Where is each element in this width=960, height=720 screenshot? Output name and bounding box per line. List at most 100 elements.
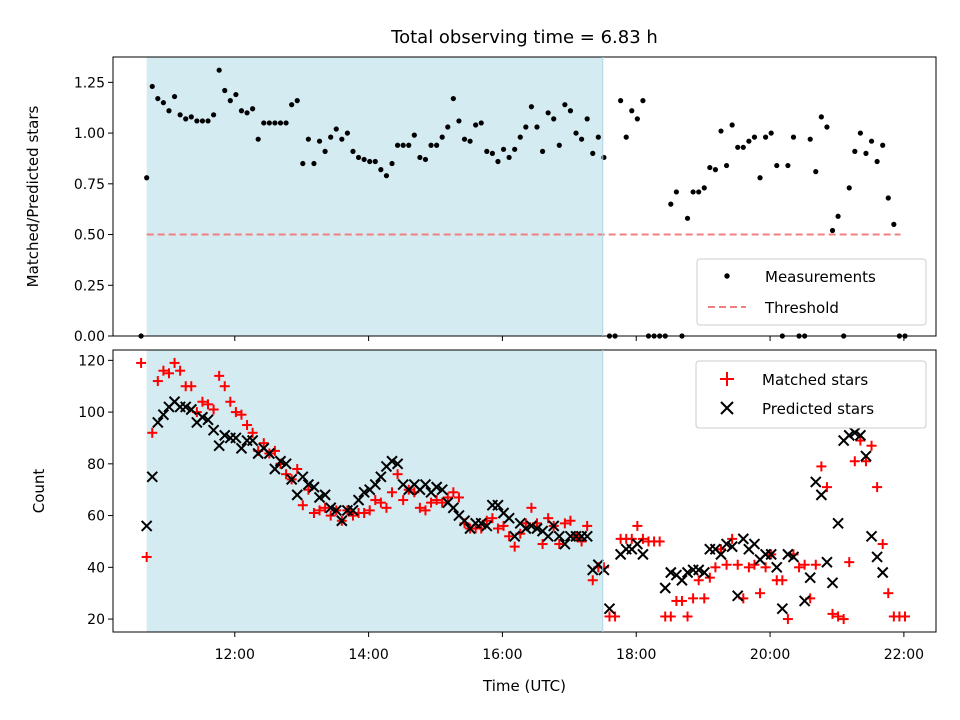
measurement-point	[300, 160, 306, 167]
legend-predicted-marker	[720, 401, 734, 415]
measurement-point	[707, 164, 713, 171]
predicted-stars-point	[665, 566, 677, 579]
predicted-stars-point	[765, 548, 777, 561]
measurement-point	[512, 146, 518, 152]
matched-stars-point	[899, 611, 910, 622]
x-tick-label: 16:00	[482, 647, 522, 663]
predicted-stars-point	[180, 401, 192, 413]
matched-stars-point	[504, 531, 515, 542]
measurement-point	[673, 189, 679, 195]
measurement-point	[523, 124, 529, 130]
matched-stars-point	[214, 370, 225, 381]
matched-stars-point	[610, 611, 621, 622]
measurement-point	[595, 134, 601, 140]
matched-stars-point	[665, 611, 676, 622]
predicted-stars-point	[213, 440, 225, 452]
top-y-ticks: 0.00 0.25 0.50 0.75 1.00 1.25	[74, 75, 113, 345]
matched-stars-point	[426, 497, 437, 508]
measurement-point	[556, 142, 562, 148]
predicted-stars-point	[481, 520, 493, 532]
measurement-point	[623, 134, 629, 140]
matched-stars-point	[448, 487, 459, 498]
top-legend: Measurements Threshold	[696, 258, 927, 326]
x-tick-label: 14:00	[348, 647, 388, 663]
predicted-stars-point	[202, 414, 214, 426]
predicted-stars-point	[219, 429, 231, 442]
matched-stars-point	[492, 523, 503, 534]
bottom-panel: 20 40 60 80 100 120 12:00 14:00 16:00 18:00 20:00…	[30, 349, 937, 695]
measurement-point	[478, 120, 484, 126]
predicted-stars-point	[815, 489, 828, 501]
matched-stars-point	[420, 505, 431, 516]
matched-stars-point	[821, 482, 832, 493]
matched-stars-point	[158, 365, 169, 376]
predicted-stars-point	[531, 522, 543, 535]
measurement-point	[250, 106, 256, 112]
predicted-stars-point	[280, 458, 292, 470]
measurement-point	[328, 134, 334, 140]
y-tick-label: 60	[87, 509, 105, 525]
measurement-point	[835, 213, 841, 219]
measurement-point	[149, 83, 155, 90]
measurement-point	[233, 91, 239, 98]
predicted-stars-point	[548, 520, 560, 532]
measurement-point	[634, 116, 640, 122]
matched-stars-point	[721, 559, 732, 570]
measurement-point	[183, 116, 189, 122]
measurement-point	[668, 201, 674, 207]
predicted-stars-point	[659, 582, 671, 594]
matched-stars-point	[827, 608, 838, 619]
matched-stars-point	[872, 482, 883, 493]
predicted-stars-point	[313, 491, 326, 504]
predicted-stars-point	[782, 548, 794, 561]
predicted-stars-point	[810, 476, 822, 488]
matched-stars-point	[292, 464, 303, 475]
measurement-point	[389, 160, 395, 167]
measurement-point	[790, 134, 797, 140]
top-y-axis-label: Matched/Predicted stars	[24, 106, 42, 288]
predicted-stars-point	[732, 590, 744, 602]
matched-stars-point	[297, 500, 308, 511]
matched-stars-point	[236, 409, 247, 420]
measurement-point	[311, 160, 317, 167]
matched-stars-point	[186, 381, 197, 392]
bottom-x-axis-label: Time (UTC)	[482, 677, 566, 695]
matched-stars-point	[626, 533, 637, 544]
measurement-point	[177, 112, 183, 118]
predicted-stars-point	[821, 556, 833, 568]
top-x-ticks	[234, 336, 905, 341]
predicted-stars-point	[358, 486, 370, 499]
matched-stars-point	[749, 559, 760, 570]
matched-stars-point	[855, 435, 866, 446]
predicted-stars-point	[269, 463, 281, 475]
matched-stars-point	[230, 407, 241, 418]
measurement-point	[428, 142, 434, 148]
top-legend-box	[696, 258, 927, 326]
measurement-point	[495, 158, 501, 165]
matched-stars-point	[147, 427, 158, 438]
predicted-stars-point	[559, 538, 571, 550]
predicted-stars-point	[430, 481, 443, 493]
matched-stars-point	[877, 539, 888, 550]
predicted-stars-point	[692, 564, 705, 576]
matched-stars-point	[169, 357, 180, 368]
measurement-point	[891, 221, 897, 227]
measurement-point	[618, 98, 624, 104]
top-plot-points	[138, 67, 908, 339]
measurement-point	[690, 189, 696, 195]
matched-stars-point	[810, 559, 821, 570]
measurement-point	[500, 146, 507, 152]
matched-stars-point	[242, 420, 253, 431]
measurement-point	[400, 142, 406, 148]
measurement-point	[238, 108, 245, 114]
measurement-point	[367, 158, 373, 165]
matched-stars-point	[526, 502, 537, 513]
measurement-point	[445, 124, 451, 130]
measurement-point	[763, 134, 769, 140]
matched-stars-point	[866, 440, 877, 451]
matched-stars-point	[833, 611, 844, 622]
measurement-point	[473, 122, 479, 128]
matched-stars-point	[364, 505, 375, 516]
predicted-stars-point	[352, 494, 365, 506]
predicted-stars-point	[475, 517, 487, 530]
